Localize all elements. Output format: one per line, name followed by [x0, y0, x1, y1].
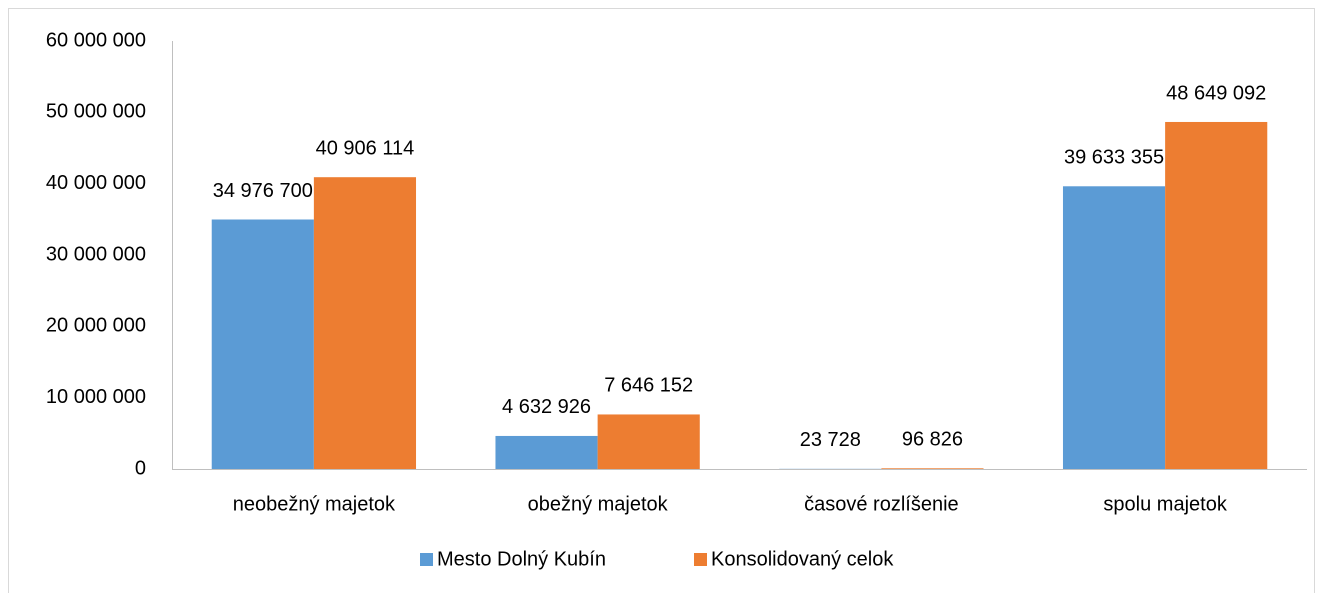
bar [1165, 121, 1268, 469]
bar [881, 468, 984, 469]
x-tick-label: časové rozlíšenie [804, 493, 959, 515]
y-tick-label: 10 000 000 [46, 386, 146, 408]
y-tick-label: 30 000 000 [46, 243, 146, 265]
data-label: 40 906 114 [316, 137, 415, 159]
y-tick-label: 20 000 000 [46, 315, 146, 337]
chart-frame [8, 8, 1315, 593]
bar [1062, 186, 1166, 469]
x-tick-label: obežný majetok [528, 493, 669, 515]
y-tick-label: 50 000 000 [46, 101, 146, 123]
y-tick-label: 40 000 000 [46, 172, 146, 194]
bar [495, 435, 598, 469]
data-label: 96 826 [902, 429, 963, 451]
x-tick-label: neobežný majetok [233, 493, 396, 515]
data-label: 4 632 926 [502, 396, 591, 418]
data-label: 48 649 092 [1166, 82, 1266, 104]
x-tick-label: spolu majetok [1103, 493, 1227, 515]
y-tick-label: 60 000 000 [46, 29, 146, 51]
bar [211, 219, 314, 469]
legend-label: Mesto Dolný Kubín [437, 548, 606, 570]
bar [313, 177, 417, 469]
data-label: 39 633 355 [1064, 147, 1164, 169]
y-tick-label: 0 [135, 457, 146, 479]
legend-swatch [420, 553, 433, 566]
legend-label: Konsolidovaný celok [711, 548, 894, 570]
legend-swatch [694, 553, 707, 566]
bar [597, 414, 700, 469]
data-label: 34 976 700 [213, 180, 313, 202]
data-label: 23 728 [800, 429, 861, 451]
data-label: 7 646 152 [604, 375, 693, 397]
